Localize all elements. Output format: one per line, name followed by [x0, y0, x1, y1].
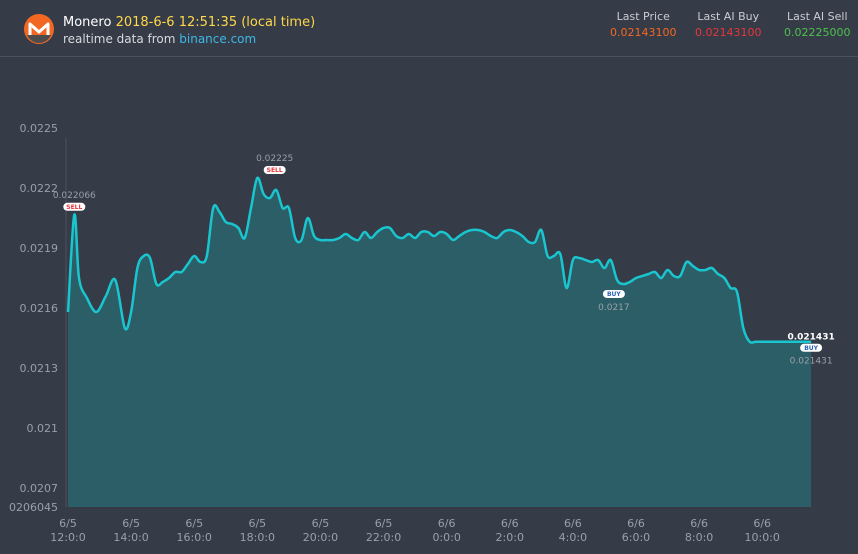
- sell-badge-label: SELL: [66, 204, 82, 211]
- buy-badge: [800, 343, 823, 352]
- x-tick-date-label: 6/6: [690, 517, 708, 530]
- buy-badge-label: BUY: [804, 345, 818, 352]
- stat-value: 0.02143100: [695, 26, 762, 39]
- x-tick-time-label: 14:0:0: [113, 531, 148, 544]
- stat-value: 0.02143100: [610, 26, 677, 39]
- y-min-label: 0206045: [9, 501, 58, 514]
- sell-badge-label: SELL: [267, 167, 283, 174]
- x-tick-date-label: 6/5: [185, 517, 203, 530]
- stat-label: Last Price: [616, 10, 670, 23]
- x-tick-time-label: 0:0:0: [432, 531, 460, 544]
- source-link[interactable]: binance.com: [179, 32, 257, 46]
- stat-last-price: Last Price 0.02143100: [610, 10, 676, 39]
- x-tick-time-label: 4:0:0: [559, 531, 587, 544]
- coin-name: Monero: [63, 15, 112, 30]
- x-tick-time-label: 8:0:0: [685, 531, 713, 544]
- stat-value: 0.02225000: [784, 26, 851, 39]
- y-tick-label: 0.0216: [20, 302, 59, 315]
- x-tick-date-label: 6/5: [375, 517, 393, 530]
- x-tick-date-label: 6/5: [248, 517, 266, 530]
- stat-label: Last AI Buy: [697, 10, 760, 23]
- sell-badge: [63, 202, 86, 211]
- x-tick-date-label: 6/6: [753, 517, 771, 530]
- sell-badge: [263, 165, 286, 174]
- x-tick-time-label: 18:0:0: [240, 531, 275, 544]
- x-tick-date-label: 6/6: [627, 517, 645, 530]
- x-tick-time-label: 22:0:0: [366, 531, 401, 544]
- y-tick-label: 0.0222: [20, 182, 59, 195]
- x-tick-time-label: 12:0:0: [50, 531, 85, 544]
- annotation-value-label: 0.02225: [256, 154, 293, 164]
- y-tick-label: 0.0219: [20, 242, 59, 255]
- stat-last-ai-buy: Last AI Buy 0.02143100: [695, 10, 761, 39]
- y-tick-label: 0.021: [27, 422, 59, 435]
- x-tick-date-label: 6/5: [59, 517, 77, 530]
- last-value-label: 0.021431: [787, 333, 834, 343]
- header-bar: Monero 2018-6-6 12:51:35 (local time) re…: [0, 0, 858, 57]
- x-tick-time-label: 16:0:0: [177, 531, 212, 544]
- y-tick-label: 0.0207: [20, 482, 59, 495]
- y-tick-label: 0.0225: [20, 122, 59, 135]
- page-title: Monero 2018-6-6 12:51:35 (local time): [63, 15, 315, 30]
- series-line: [66, 176, 812, 344]
- x-tick-date-label: 6/6: [564, 517, 582, 530]
- x-tick-date-label: 6/6: [438, 517, 456, 530]
- annotation-value-label: 0.021431: [790, 357, 833, 367]
- x-tick-date-label: 6/5: [122, 517, 140, 530]
- x-tick-time-label: 2:0:0: [496, 531, 524, 544]
- price-chart: 0.02070.0210.02130.02160.02190.02220.022…: [9, 122, 835, 544]
- x-tick-time-label: 6:0:0: [622, 531, 650, 544]
- y-tick-label: 0.0213: [20, 362, 59, 375]
- stat-label: Last AI Sell: [786, 10, 848, 23]
- x-tick-time-label: 10:0:0: [744, 531, 779, 544]
- source-prefix: realtime data from: [63, 32, 176, 46]
- timestamp: 2018-6-6 12:51:35 (local time): [115, 15, 316, 30]
- monero-logo-icon: [24, 14, 54, 44]
- buy-badge: [602, 289, 625, 298]
- x-tick-time-label: 20:0:0: [303, 531, 338, 544]
- data-source: realtime data from binance.com: [63, 32, 256, 46]
- annotation-value-label: 0.0217: [598, 303, 630, 313]
- stat-last-ai-sell: Last AI Sell 0.02225000: [784, 10, 850, 39]
- annotation-value-label: 0.022066: [53, 191, 96, 201]
- x-tick-date-label: 6/5: [312, 517, 330, 530]
- buy-badge-label: BUY: [607, 291, 621, 298]
- series-area: [68, 177, 812, 507]
- x-tick-date-label: 6/6: [501, 517, 519, 530]
